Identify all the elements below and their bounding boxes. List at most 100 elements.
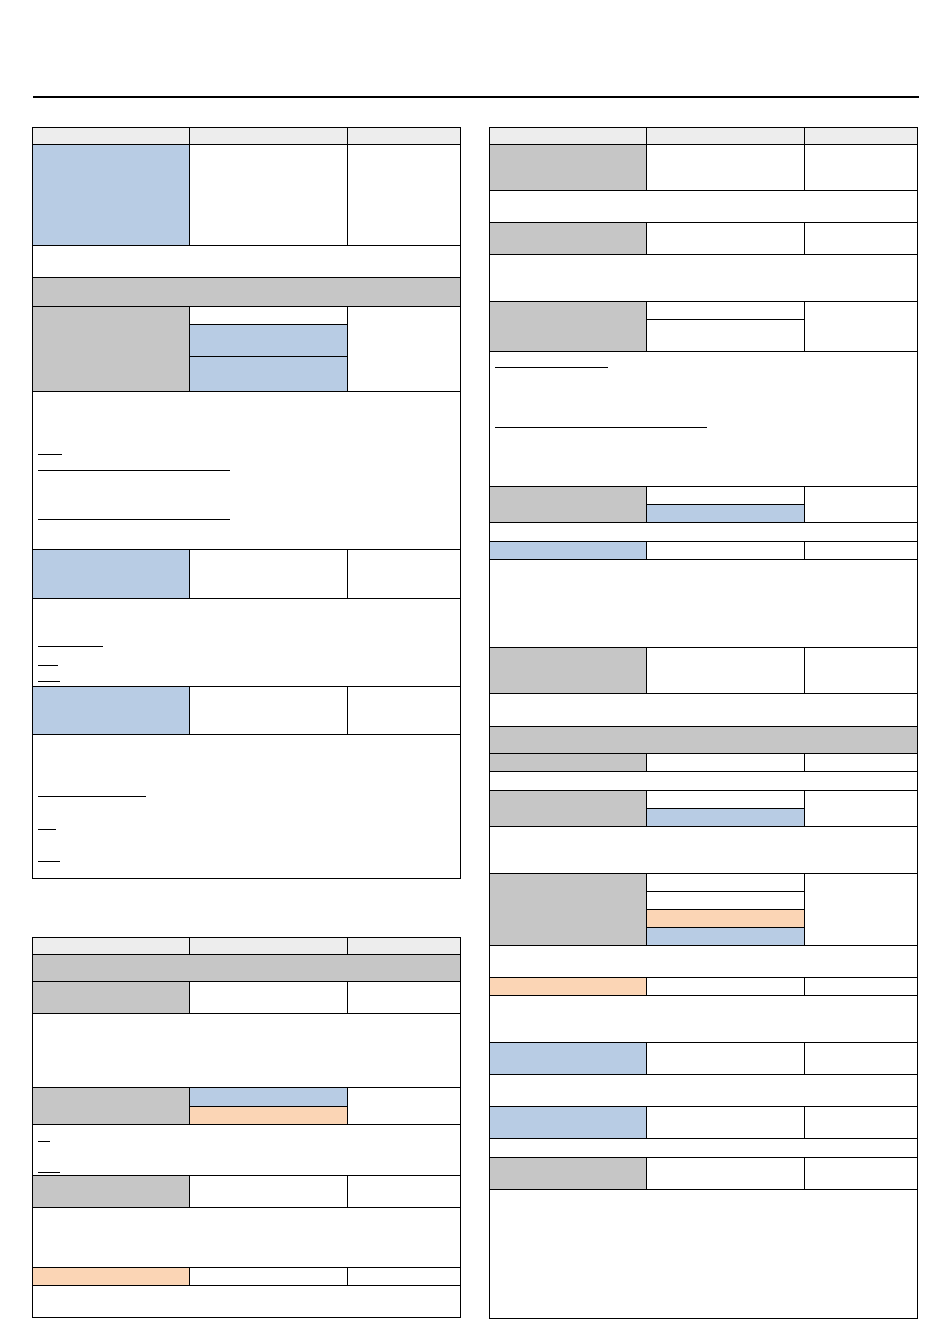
table-cell [189, 686, 348, 735]
underline-mark [38, 519, 230, 520]
table-cell [646, 301, 805, 320]
table-cell [646, 1042, 805, 1075]
table-cell [646, 1106, 805, 1139]
table-cell [189, 549, 348, 599]
note-row [32, 734, 461, 879]
table-cell [32, 549, 190, 599]
table-cell [489, 1042, 647, 1075]
table-cell [189, 1175, 348, 1208]
table-cell [646, 504, 805, 523]
note-row [489, 693, 918, 727]
underline-mark [495, 427, 707, 428]
table-cell [347, 144, 461, 246]
table-cell [804, 753, 918, 772]
table-cell [804, 1157, 918, 1190]
table-cell [646, 753, 805, 772]
table-cell [646, 909, 805, 928]
table-cell [804, 486, 918, 523]
note-row [32, 1207, 461, 1268]
table-cell [347, 1087, 461, 1125]
note-row [489, 995, 918, 1043]
table-cell [804, 144, 918, 191]
note-row [489, 1138, 918, 1158]
table-cell [646, 541, 805, 560]
section-row [489, 726, 918, 754]
table-cell [489, 790, 647, 827]
table-cell [347, 1175, 461, 1208]
header-rule [33, 96, 919, 98]
note-row [489, 826, 918, 874]
table-cell [347, 306, 461, 392]
underline-mark [38, 829, 56, 830]
table-cell [804, 1042, 918, 1075]
note-row [489, 522, 918, 542]
note-row [489, 771, 918, 791]
table-cell [189, 981, 348, 1014]
header-cell [32, 937, 190, 955]
table-cell [489, 486, 647, 523]
table-cell [189, 1106, 348, 1125]
note-row [489, 351, 918, 487]
table-cell [489, 977, 647, 996]
table-cell [347, 686, 461, 735]
table-cell [489, 222, 647, 255]
table-cell [489, 753, 647, 772]
table-cell [804, 977, 918, 996]
note-row [489, 1074, 918, 1107]
table-cell [646, 873, 805, 892]
note-row [32, 598, 461, 687]
header-cell [646, 127, 805, 145]
header-cell [32, 127, 190, 145]
underline-mark [495, 367, 608, 368]
table-cell [646, 1157, 805, 1190]
header-cell [347, 937, 461, 955]
table-cell [32, 686, 190, 735]
table-cell [646, 647, 805, 694]
underline-mark [38, 454, 62, 455]
underline-mark [38, 681, 60, 682]
header-cell [347, 127, 461, 145]
header-cell [489, 127, 647, 145]
table-cell [189, 306, 348, 325]
table-cell [347, 1267, 461, 1286]
table-cell [189, 144, 348, 246]
table-cell [804, 541, 918, 560]
table-cell [32, 306, 190, 392]
note-row [489, 945, 918, 978]
table-cell [489, 1106, 647, 1139]
table-cell [32, 1087, 190, 1125]
table-cell [32, 1175, 190, 1208]
table-cell [804, 790, 918, 827]
note-row [32, 1013, 461, 1088]
underline-mark [38, 796, 146, 797]
table-cell [646, 808, 805, 827]
table-cell [489, 541, 647, 560]
table-cell [489, 873, 647, 946]
table-cell [189, 1087, 348, 1107]
note-row [489, 559, 918, 648]
table-cell [189, 356, 348, 392]
table-cell [646, 222, 805, 255]
table-cell [489, 301, 647, 352]
note-row [489, 1189, 918, 1319]
header-cell [189, 127, 348, 145]
note-row [32, 1124, 461, 1176]
table-cell [646, 790, 805, 809]
underline-mark [38, 470, 230, 471]
section-row [32, 277, 461, 307]
table-cell [189, 324, 348, 357]
table-cell [646, 144, 805, 191]
table-cell [804, 647, 918, 694]
table-cell [32, 144, 190, 246]
table-cell [489, 647, 647, 694]
table-cell [189, 1267, 348, 1286]
table-cell [804, 1106, 918, 1139]
table-cell [646, 319, 805, 352]
table-cell [646, 977, 805, 996]
table-cell [32, 981, 190, 1014]
table-cell [32, 1267, 190, 1286]
note-row [32, 1285, 461, 1318]
table-cell [489, 1157, 647, 1190]
underline-mark [38, 1172, 60, 1173]
table-cell [804, 222, 918, 255]
